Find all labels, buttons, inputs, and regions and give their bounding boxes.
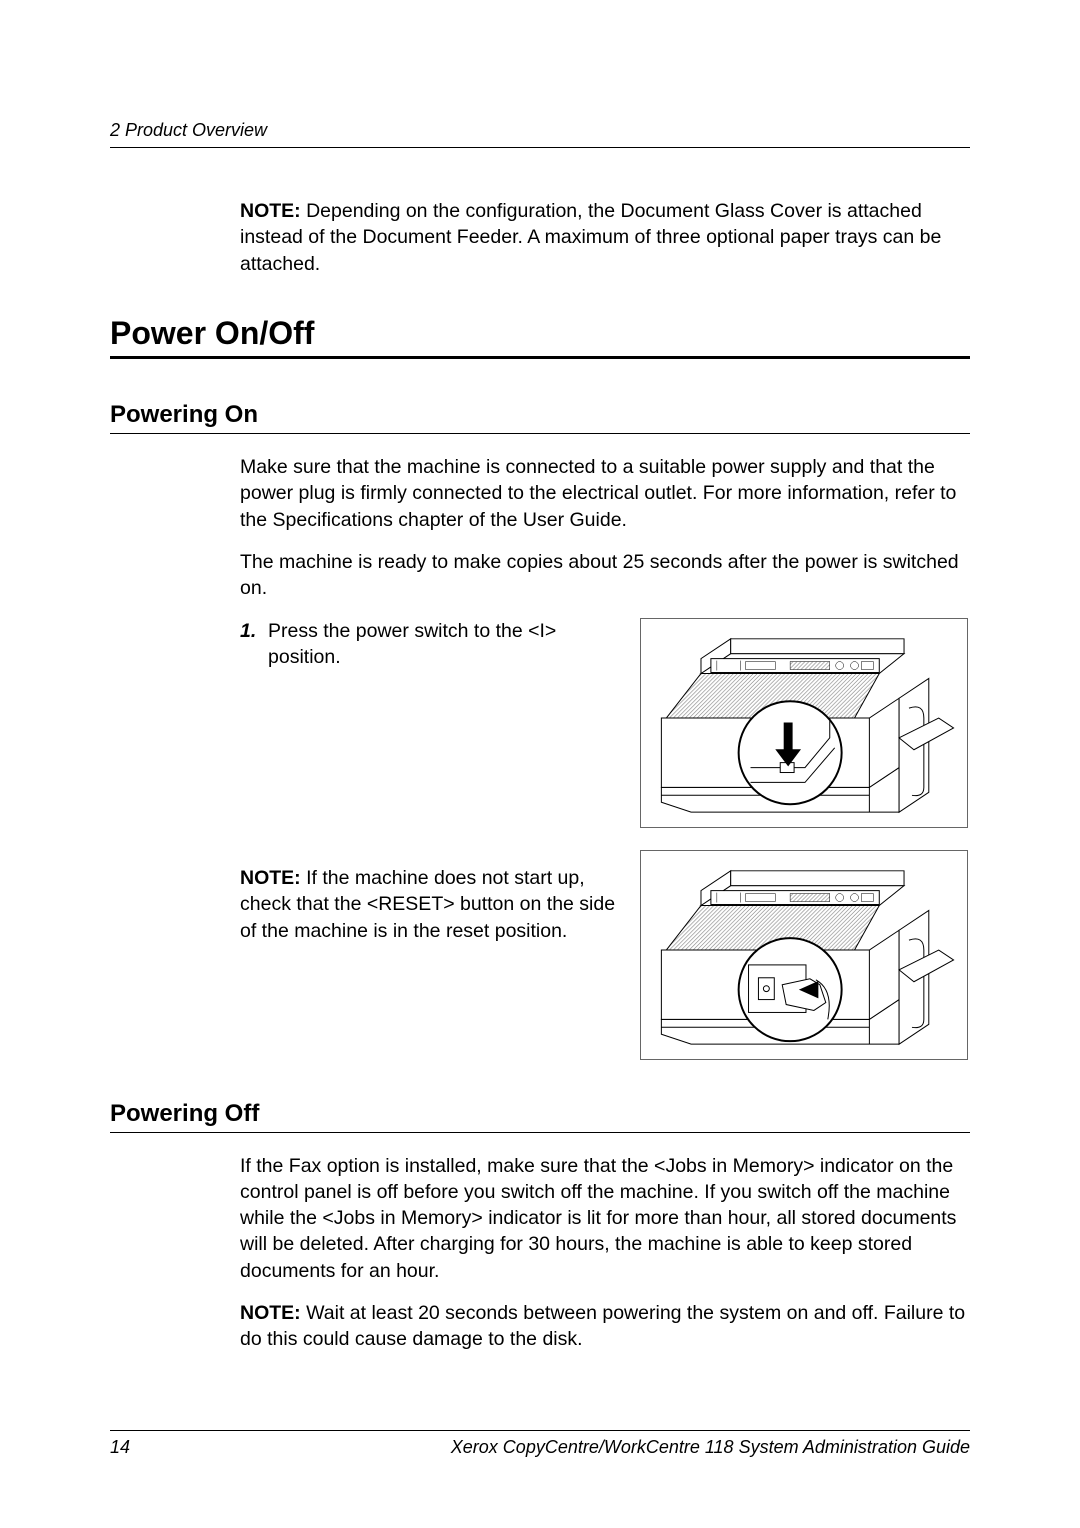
step-text-column: 1. Press the power switch to the <I> pos… (240, 618, 622, 1060)
note-label: NOTE: (240, 867, 301, 889)
printer-illustration-2 (641, 851, 967, 1059)
heading-powering-on: Powering On (110, 401, 970, 434)
figure-power-switch (640, 618, 968, 828)
heading-power-on-off: Power On/Off (110, 315, 970, 359)
figure-reset-button (640, 850, 968, 1060)
note-label: NOTE: (240, 1302, 301, 1324)
step-1: 1. Press the power switch to the <I> pos… (240, 618, 622, 671)
step-1-text: Press the power switch to the <I> positi… (268, 618, 622, 671)
page-number: 14 (110, 1437, 130, 1458)
page-footer: 14 Xerox CopyCentre/WorkCentre 118 Syste… (110, 1430, 970, 1458)
step-1-number: 1. (240, 618, 268, 671)
page-header: 2 Product Overview (110, 120, 970, 148)
heading-powering-off: Powering Off (110, 1100, 970, 1133)
powering-on-p1: Make sure that the machine is connected … (240, 454, 970, 533)
reset-note: NOTE: If the machine does not start up, … (240, 865, 622, 944)
powering-on-p2: The machine is ready to make copies abou… (240, 549, 970, 602)
figure-column (640, 618, 970, 1060)
step-and-figures: 1. Press the power switch to the <I> pos… (240, 618, 970, 1060)
powering-off-note: NOTE: Wait at least 20 seconds between p… (240, 1300, 970, 1353)
chapter-reference: 2 Product Overview (110, 120, 267, 140)
doc-title: Xerox CopyCentre/WorkCentre 118 System A… (451, 1437, 970, 1458)
powering-off-p1: If the Fax option is installed, make sur… (240, 1153, 970, 1285)
printer-illustration-1 (641, 619, 967, 827)
note-text: Wait at least 20 seconds between powerin… (240, 1302, 965, 1350)
note-label: NOTE: (240, 200, 301, 222)
note-text: Depending on the configuration, the Docu… (240, 200, 941, 275)
top-note: NOTE: Depending on the configuration, th… (240, 198, 970, 277)
